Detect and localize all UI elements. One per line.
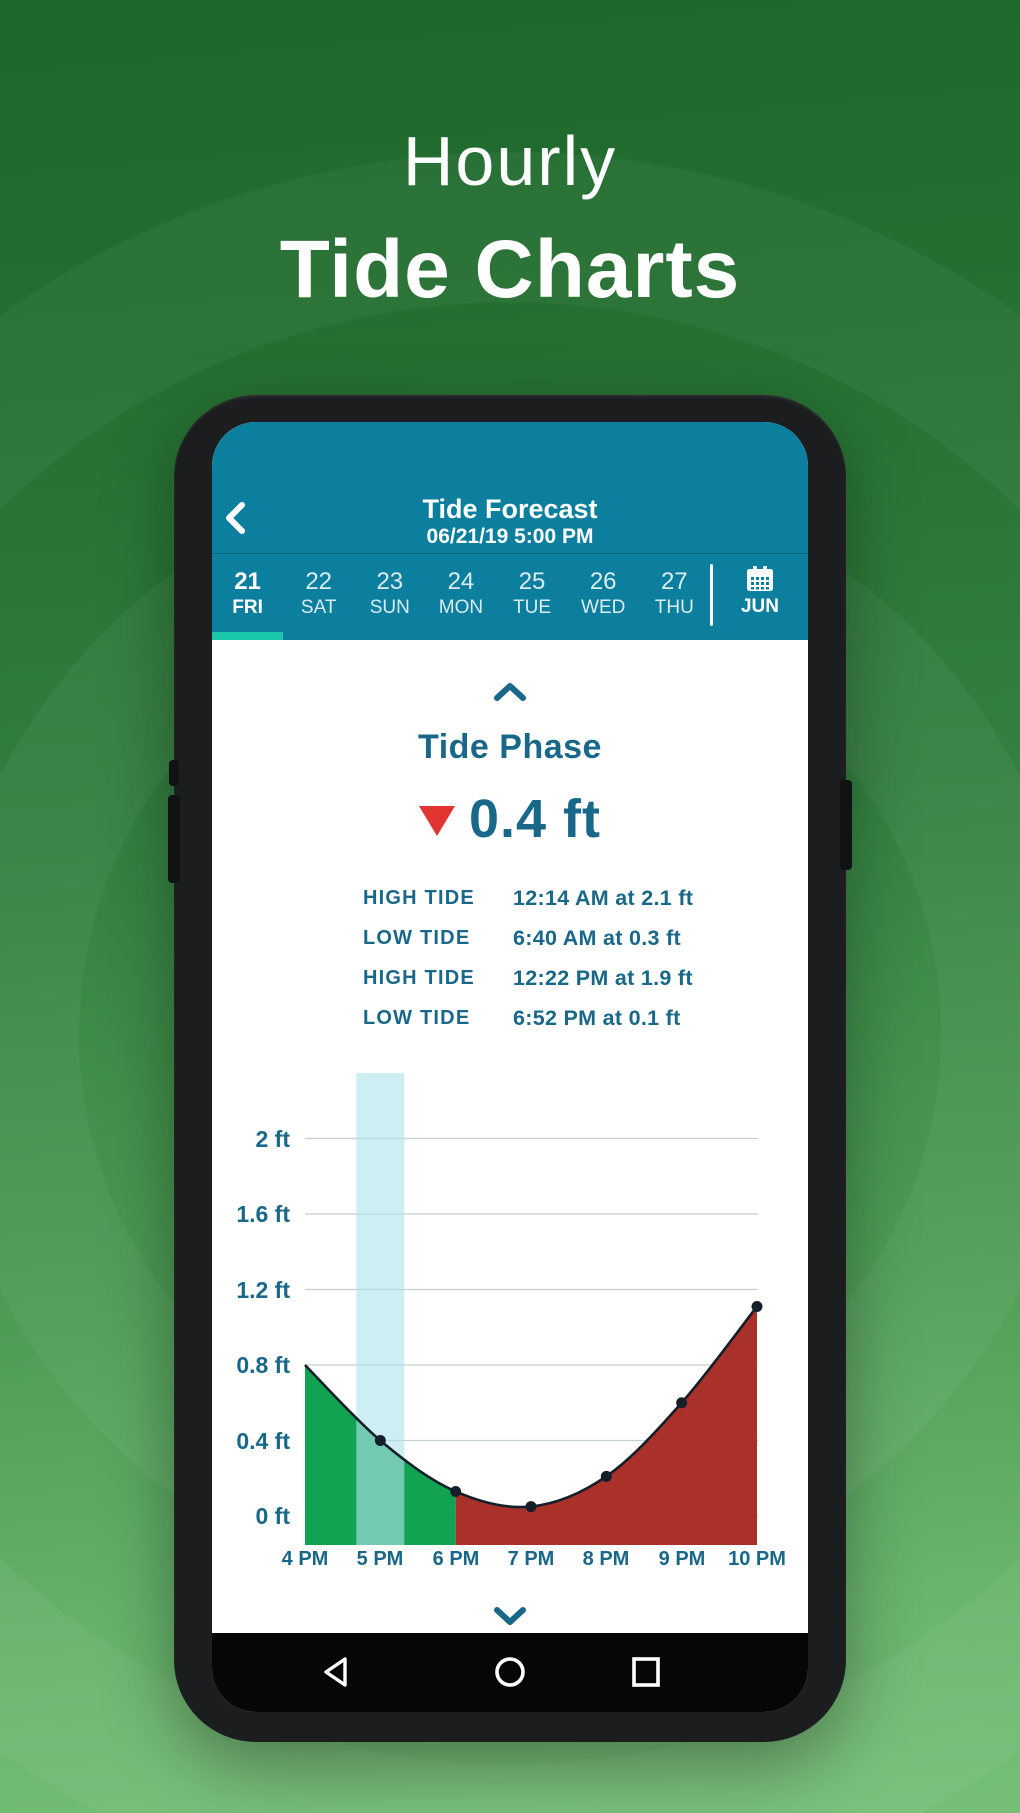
day-name: THU	[654, 597, 694, 618]
x-axis-tick: 4 PM	[281, 1548, 329, 1570]
collapse-panel-chevron[interactable]	[492, 682, 528, 707]
tab-day-23-sun[interactable]: 23 SUN	[354, 555, 425, 632]
tide-event-value: 12:14 AM at 2.1 ft	[513, 885, 694, 910]
day-name: TUE	[513, 597, 552, 618]
hero-title-line2: Tide Charts	[279, 224, 741, 315]
y-axis-tick: 1.2 ft	[236, 1277, 290, 1303]
day-number: 23	[376, 568, 404, 595]
phone-side-button	[168, 795, 180, 883]
tab-day-21-fri[interactable]: 21 FRI	[212, 555, 283, 632]
y-axis-tick: 2 ft	[255, 1126, 291, 1152]
day-name: WED	[581, 597, 626, 618]
x-axis-tick: 6 PM	[432, 1548, 480, 1570]
phone-frame: Tide Forecast 06/21/19 5:00 PM 21 FRI 22…	[168, 395, 852, 1742]
y-axis-tick: 1.6 ft	[236, 1201, 290, 1227]
table-row: LOW TIDE 6:40 AM at 0.3 ft	[363, 918, 783, 958]
y-axis-tick: 0.8 ft	[236, 1352, 290, 1378]
y-axis-tick: 0 ft	[255, 1503, 291, 1529]
tab-day-24-mon[interactable]: 24 MON	[425, 555, 496, 632]
tab-day-26-wed[interactable]: 26 WED	[568, 555, 639, 632]
tide-chart-svg	[304, 1073, 763, 1545]
y-axis-tick: 0.4 ft	[236, 1428, 290, 1454]
tide-event-label: LOW TIDE	[363, 926, 471, 949]
tide-event-value: 6:40 AM at 0.3 ft	[513, 925, 681, 950]
day-number: 26	[589, 568, 617, 595]
tide-phase-value: 0.4 ft	[468, 789, 602, 849]
tide-event-label: LOW TIDE	[363, 1006, 471, 1029]
expand-panel-chevron[interactable]	[492, 1606, 528, 1631]
day-name: SAT	[300, 597, 337, 618]
down-triangle-icon	[418, 806, 455, 836]
table-row: HIGH TIDE 12:14 AM at 2.1 ft	[363, 878, 783, 918]
day-number: 24	[447, 568, 475, 595]
phone-power-button	[840, 780, 852, 870]
month-calendar-button[interactable]: JUN	[712, 555, 808, 642]
tab-day-25-tue[interactable]: 25 TUE	[497, 555, 568, 632]
day-number: 25	[518, 568, 546, 595]
x-axis-tick: 7 PM	[507, 1548, 555, 1570]
header-divider	[212, 553, 808, 554]
day-name: SUN	[369, 597, 410, 618]
tide-phase-heading: Tide Phase	[418, 728, 602, 766]
nav-back-triangle-icon[interactable]	[320, 1655, 350, 1689]
calendar-icon	[747, 566, 773, 591]
x-axis-tick: 9 PM	[658, 1548, 706, 1570]
screen-title: Tide Forecast	[422, 494, 598, 524]
phone-side-button	[169, 760, 179, 786]
nav-recents-square-icon[interactable]	[631, 1655, 661, 1689]
day-name: FRI	[232, 597, 263, 618]
x-axis-tick: 5 PM	[356, 1548, 404, 1570]
table-row: LOW TIDE 6:52 PM at 0.1 ft	[363, 998, 783, 1038]
tide-phase-value-row: 0.4 ft	[212, 788, 808, 850]
chevron-up-icon	[494, 683, 526, 701]
hero-title-line1: Hourly	[402, 122, 618, 200]
current-hour-band	[356, 1073, 405, 1545]
tide-events-table: HIGH TIDE 12:14 AM at 2.1 ft LOW TIDE 6:…	[363, 878, 783, 1038]
day-number: 22	[305, 568, 333, 595]
app-header: Tide Forecast 06/21/19 5:00 PM 21 FRI 22…	[212, 422, 808, 640]
date-tab-bar: 21 FRI 22 SAT 23 SUN 24 MON	[212, 555, 710, 632]
tide-event-value: 6:52 PM at 0.1 ft	[513, 1005, 681, 1030]
tide-event-label: HIGH TIDE	[363, 886, 475, 909]
day-name: MON	[438, 597, 484, 618]
tide-event-label: HIGH TIDE	[363, 966, 475, 989]
tab-divider	[710, 564, 713, 626]
day-number: 21	[234, 568, 261, 595]
tide-chart: 2 ft 1.6 ft 1.2 ft 0.8 ft 0.4 ft 0 ft 4 …	[212, 1050, 808, 1590]
phone-screen: Tide Forecast 06/21/19 5:00 PM 21 FRI 22…	[212, 422, 808, 1712]
nav-home-circle-icon[interactable]	[493, 1655, 527, 1689]
chevron-down-icon	[494, 1607, 526, 1625]
tab-day-27-thu[interactable]: 27 THU	[639, 555, 710, 632]
back-button[interactable]	[222, 500, 256, 536]
tide-event-value: 12:22 PM at 1.9 ft	[513, 965, 693, 990]
screen-subtitle-datetime: 06/21/19 5:00 PM	[426, 525, 594, 548]
day-number: 27	[660, 568, 688, 595]
active-tab-indicator	[212, 632, 283, 640]
x-axis-tick: 8 PM	[582, 1548, 630, 1570]
month-label: JUN	[740, 596, 779, 617]
table-row: HIGH TIDE 12:22 PM at 1.9 ft	[363, 958, 783, 998]
tab-day-22-sat[interactable]: 22 SAT	[283, 555, 354, 632]
header-text: Tide Forecast 06/21/19 5:00 PM	[212, 494, 808, 550]
hero-title: Hourly Tide Charts	[0, 116, 1020, 318]
android-nav-bar	[212, 1633, 808, 1712]
x-axis-tick: 10 PM	[728, 1548, 786, 1570]
chevron-left-icon	[226, 502, 245, 534]
